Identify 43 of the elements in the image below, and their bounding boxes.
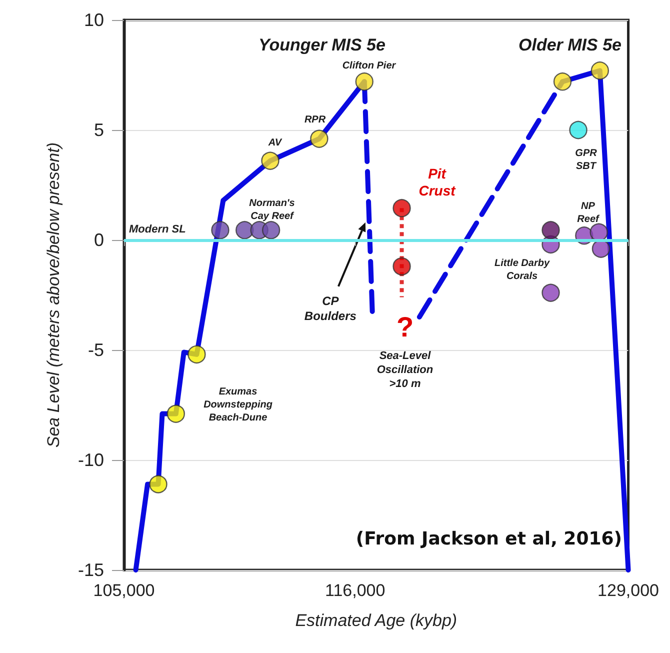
point (569, 120, 588, 140)
x-tick-label: 105,000 (93, 581, 155, 600)
annotation: Clifton Pier (342, 60, 397, 72)
point (211, 221, 230, 240)
point (392, 257, 411, 276)
annotation: CP Boulders (304, 294, 357, 323)
point (236, 221, 254, 240)
y-tick-label: -5 (88, 340, 104, 360)
point (149, 475, 168, 494)
y-axis-title: Sea Level (meters above/below present) (44, 142, 63, 448)
point (262, 221, 280, 240)
point (542, 284, 560, 302)
ref-line-label: Modern SL (129, 224, 186, 236)
annotation: Older MIS 5e (518, 36, 622, 54)
point (355, 72, 374, 91)
point (542, 221, 560, 240)
annotation: Younger MIS 5e (258, 36, 386, 54)
point (261, 152, 280, 170)
annotation: Little Darby Corals (494, 258, 550, 282)
annotation: ? (396, 312, 414, 342)
y-tick-label: 0 (94, 230, 104, 250)
annotation: RPR (304, 114, 326, 126)
point (188, 345, 206, 364)
x-axis-title: Estimated Age (kybp) (295, 611, 458, 630)
annotation: Exumas Downstepping Beach-Dune (204, 386, 272, 424)
point (310, 130, 328, 148)
annotation: AV (267, 138, 283, 148)
x-tick-label: 129,000 (598, 581, 659, 600)
point (553, 72, 572, 91)
point (166, 404, 185, 423)
y-tick-label: 5 (94, 120, 104, 140)
annotation: Pit Crust (418, 166, 457, 198)
y-tick-label: -15 (78, 560, 104, 580)
annotation: (From Jackson et al, 2016) (356, 528, 622, 550)
y-tick-label: 10 (84, 10, 104, 30)
annotation: GPR SBT (575, 148, 598, 172)
annotation: Sea-Level Oscillation >10 m (376, 350, 434, 390)
x-tick-label: 116,000 (325, 581, 386, 600)
point (392, 199, 411, 218)
annotation: Norman's Cay Reef (249, 198, 296, 222)
y-tick-label: -10 (78, 450, 104, 470)
point (590, 62, 610, 80)
annotation: NP Reef (577, 201, 600, 225)
